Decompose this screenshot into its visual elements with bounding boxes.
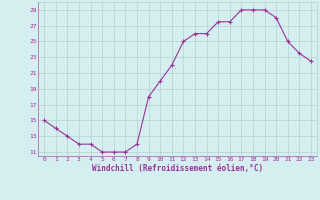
X-axis label: Windchill (Refroidissement éolien,°C): Windchill (Refroidissement éolien,°C) [92, 164, 263, 173]
